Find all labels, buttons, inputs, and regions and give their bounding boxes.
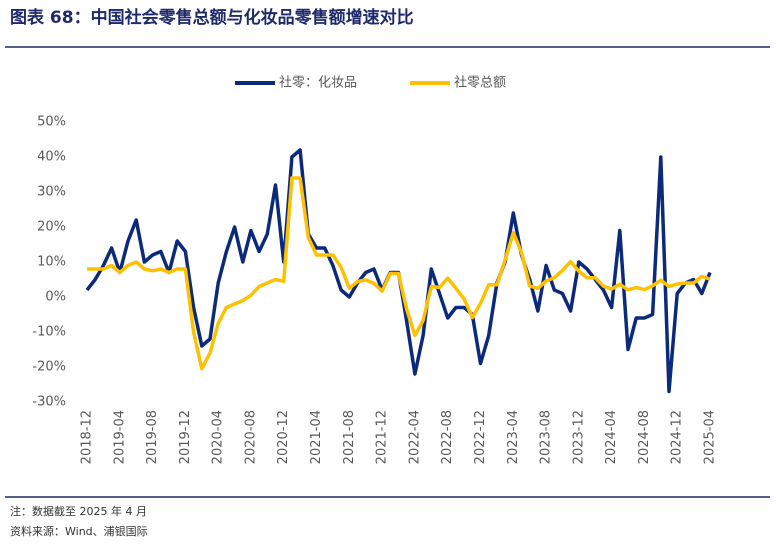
x-tick-label: 2020-04 xyxy=(211,410,226,464)
x-tick-label: 2020-12 xyxy=(276,410,291,464)
y-tick-label: -10% xyxy=(32,325,66,340)
x-tick-label: 2021-04 xyxy=(309,410,324,464)
y-tick-label: 20% xyxy=(37,220,66,235)
chart-title: 图表 68：中国社会零售总额与化妆品零售额增速对比 xyxy=(10,7,414,28)
x-tick-label: 2020-08 xyxy=(243,410,258,464)
series-line xyxy=(87,176,711,371)
x-tick-label: 2021-12 xyxy=(375,410,390,464)
y-tick-label: 0% xyxy=(45,290,66,305)
y-tick-label: 30% xyxy=(37,185,66,200)
x-tick-label: 2022-12 xyxy=(473,410,488,464)
legend-label: 社零总额 xyxy=(454,75,506,91)
x-tick-label: 2024-04 xyxy=(604,410,619,464)
y-tick-label: 40% xyxy=(37,150,66,165)
source: 资料来源：Wind、浦银国际 xyxy=(10,524,148,538)
x-tick-label: 2023-04 xyxy=(506,410,521,464)
y-tick-label: 10% xyxy=(37,255,66,270)
x-tick-label: 2024-12 xyxy=(670,410,685,464)
y-tick-label: -20% xyxy=(32,360,66,375)
note: 注：数据截至 2025 年 4 月 xyxy=(10,504,147,518)
x-tick-label: 2023-12 xyxy=(571,410,586,464)
x-tick-label: 2022-08 xyxy=(440,410,455,464)
x-tick-label: 2019-04 xyxy=(112,410,127,464)
x-tick-label: 2021-08 xyxy=(342,410,357,464)
x-tick-label: 2025-04 xyxy=(703,410,718,464)
x-tick-label: 2023-08 xyxy=(539,410,554,464)
x-tick-label: 2024-08 xyxy=(637,410,652,464)
y-tick-label: -30% xyxy=(32,395,66,410)
x-tick-label: 2022-04 xyxy=(407,410,422,464)
y-tick-label: 50% xyxy=(37,115,66,130)
x-tick-label: 2019-12 xyxy=(178,410,193,464)
x-tick-label: 2019-08 xyxy=(145,410,160,464)
legend-label: 社零：化妆品 xyxy=(279,75,357,91)
x-tick-label: 2018-12 xyxy=(80,410,95,464)
